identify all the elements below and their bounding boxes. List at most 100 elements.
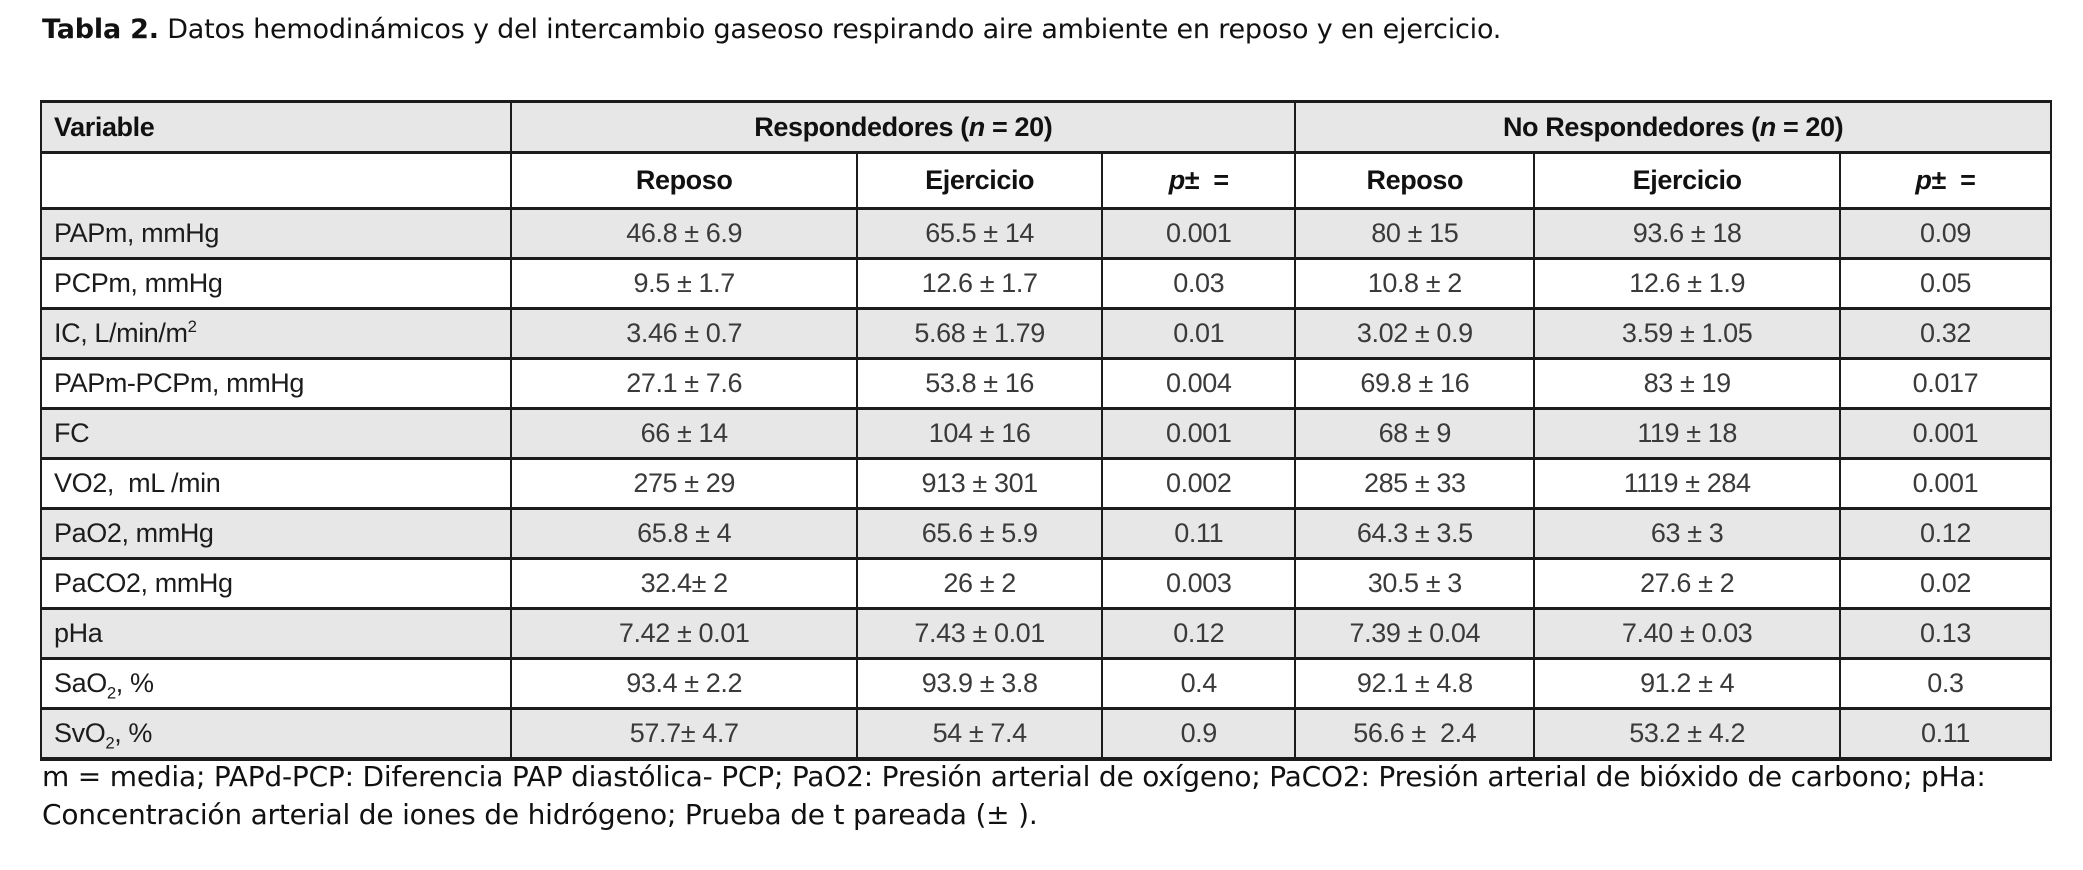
table-cell: 913 ± 301 xyxy=(856,457,1104,510)
table-cell: 0.003 xyxy=(1101,557,1297,610)
table-cell: 0.3 xyxy=(1838,657,2053,710)
col-group-respondedores: Respondedores (n = 20) xyxy=(510,100,1297,154)
table-cell: 56.6 ± 2.4 xyxy=(1294,707,1536,761)
table-cell: 27.1 ± 7.6 xyxy=(510,357,859,410)
row-label: PAPm-PCPm, mmHg xyxy=(39,357,513,410)
table-cell: 3.46 ± 0.7 xyxy=(510,307,859,360)
table-row-sao2: SaO2, % 93.4 ± 2.2 93.9 ± 3.8 0.4 92.1 ±… xyxy=(39,657,2053,710)
table-cell: 63 ± 3 xyxy=(1533,507,1841,560)
table-cell: 92.1 ± 4.8 xyxy=(1294,657,1536,710)
row-label: FC xyxy=(39,407,513,460)
table-cell: 66 ± 14 xyxy=(510,407,859,460)
table-cell: 0.05 xyxy=(1838,257,2053,310)
table-cell: 0.001 xyxy=(1101,407,1297,460)
table-row-ic: IC, L/min/m2 3.46 ± 0.7 5.68 ± 1.79 0.01… xyxy=(39,307,2053,360)
table-caption-number: Tabla 2. xyxy=(42,14,159,45)
table-footnote: m = media; PAPd-PCP: Diferencia PAP dias… xyxy=(42,760,1986,831)
table-cell: 0.12 xyxy=(1838,507,2053,560)
table-cell: 3.59 ± 1.05 xyxy=(1533,307,1841,360)
table-cell: 0.001 xyxy=(1838,457,2053,510)
table-row-pcpm: PCPm, mmHg 9.5 ± 1.7 12.6 ± 1.7 0.03 10.… xyxy=(39,257,2053,310)
col-group-no-respondedores: No Respondedores (n = 20) xyxy=(1294,100,2052,154)
col-header-reposo-resp: Reposo xyxy=(510,151,859,210)
table-cell: 69.8 ± 16 xyxy=(1294,357,1536,410)
table-cell: 275 ± 29 xyxy=(510,457,859,510)
row-label: SvO2, % xyxy=(39,707,513,761)
table-row-papm: PAPm, mmHg 46.8 ± 6.9 65.5 ± 14 0.001 80… xyxy=(39,207,2053,260)
table-cell: 0.11 xyxy=(1838,707,2053,761)
table-cell: 104 ± 16 xyxy=(856,407,1104,460)
table-cell: 46.8 ± 6.9 xyxy=(510,207,859,260)
row-label: PCPm, mmHg xyxy=(39,257,513,310)
table-cell: 68 ± 9 xyxy=(1294,407,1536,460)
table-cell: 93.4 ± 2.2 xyxy=(510,657,859,710)
table-cell: 0.12 xyxy=(1101,607,1297,660)
table-cell: 65.8 ± 4 xyxy=(510,507,859,560)
col-header-p-resp: p± = xyxy=(1101,151,1297,210)
row-label: PaO2, mmHg xyxy=(39,507,513,560)
table-cell: 0.004 xyxy=(1101,357,1297,410)
col-header-ejercicio-resp: Ejercicio xyxy=(856,151,1104,210)
table-cell: 91.2 ± 4 xyxy=(1533,657,1841,710)
header-sub-row: Reposo Ejercicio p± = Reposo Ejercicio p… xyxy=(39,151,2053,210)
table-cell: 285 ± 33 xyxy=(1294,457,1536,510)
table-cell: 80 ± 15 xyxy=(1294,207,1536,260)
table-cell: 3.02 ± 0.9 xyxy=(1294,307,1536,360)
table-cell: 0.02 xyxy=(1838,557,2053,610)
table-cell: 57.7± 4.7 xyxy=(510,707,859,761)
row-label: PAPm, mmHg xyxy=(39,207,513,260)
table-row-vo2: VO2, mL /min 275 ± 29 913 ± 301 0.002 28… xyxy=(39,457,2053,510)
table-caption-text: Datos hemodinámicos y del intercambio ga… xyxy=(158,14,1502,45)
table-cell: 7.43 ± 0.01 xyxy=(856,607,1104,660)
table-cell: 0.03 xyxy=(1101,257,1297,310)
table-cell: 30.5 ± 3 xyxy=(1294,557,1536,610)
row-label: PaCO2, mmHg xyxy=(39,557,513,610)
table-cell: 5.68 ± 1.79 xyxy=(856,307,1104,360)
table-caption: Tabla 2. Datos hemodinámicos y del inter… xyxy=(42,14,2032,45)
header-group-row: Variable Respondedores (n = 20) No Respo… xyxy=(39,100,2052,154)
col-header-ejercicio-noresp: Ejercicio xyxy=(1533,151,1841,210)
table-cell: 65.6 ± 5.9 xyxy=(856,507,1104,560)
table-cell: 53.8 ± 16 xyxy=(856,357,1104,410)
table-cell: 27.6 ± 2 xyxy=(1533,557,1841,610)
table-cell: 0.9 xyxy=(1101,707,1297,761)
table-cell: 26 ± 2 xyxy=(856,557,1104,610)
table-cell: 64.3 ± 3.5 xyxy=(1294,507,1536,560)
table-row-pha: pHa 7.42 ± 0.01 7.43 ± 0.01 0.12 7.39 ± … xyxy=(39,607,2053,660)
table-cell: 0.11 xyxy=(1101,507,1297,560)
table-row-fc: FC 66 ± 14 104 ± 16 0.001 68 ± 9 119 ± 1… xyxy=(39,407,2053,460)
table-cell: 54 ± 7.4 xyxy=(856,707,1104,761)
table-cell: 9.5 ± 1.7 xyxy=(510,257,859,310)
table-cell: 119 ± 18 xyxy=(1533,407,1841,460)
table-cell: 53.2 ± 4.2 xyxy=(1533,707,1841,761)
table-cell: 0.4 xyxy=(1101,657,1297,710)
table-row-svo2: SvO2, % 57.7± 4.7 54 ± 7.4 0.9 56.6 ± 2.… xyxy=(39,707,2053,761)
table-cell: 0.32 xyxy=(1838,307,2053,360)
col-header-reposo-noresp: Reposo xyxy=(1294,151,1536,210)
table-cell: 83 ± 19 xyxy=(1533,357,1841,410)
table-cell: 0.017 xyxy=(1838,357,2053,410)
row-label: VO2, mL /min xyxy=(39,457,513,510)
table-row-pao2: PaO2, mmHg 65.8 ± 4 65.6 ± 5.9 0.11 64.3… xyxy=(39,507,2053,560)
table-cell: 10.8 ± 2 xyxy=(1294,257,1536,310)
table-cell: 0.002 xyxy=(1101,457,1297,510)
row-label: SaO2, % xyxy=(39,657,513,710)
hemodynamic-data-table: Variable Respondedores (n = 20) No Respo… xyxy=(39,100,2053,761)
table-cell: 65.5 ± 14 xyxy=(856,207,1104,260)
col-header-empty xyxy=(39,151,513,210)
table-cell: 7.39 ± 0.04 xyxy=(1294,607,1536,660)
row-label: pHa xyxy=(39,607,513,660)
row-label: IC, L/min/m2 xyxy=(39,307,513,360)
table-cell: 12.6 ± 1.9 xyxy=(1533,257,1841,310)
table-cell: 7.42 ± 0.01 xyxy=(510,607,859,660)
table-cell: 1119 ± 284 xyxy=(1533,457,1841,510)
col-header-variable: Variable xyxy=(39,100,513,154)
table-cell: 32.4± 2 xyxy=(510,557,859,610)
table-cell: 93.9 ± 3.8 xyxy=(856,657,1104,710)
table-cell: 0.01 xyxy=(1101,307,1297,360)
table-row-paco2: PaCO2, mmHg 32.4± 2 26 ± 2 0.003 30.5 ± … xyxy=(39,557,2053,610)
table-row-papm-pcpm: PAPm-PCPm, mmHg 27.1 ± 7.6 53.8 ± 16 0.0… xyxy=(39,357,2053,410)
table-cell: 0.13 xyxy=(1838,607,2053,660)
table-cell: 12.6 ± 1.7 xyxy=(856,257,1104,310)
col-header-p-noresp: p± = xyxy=(1838,151,2053,210)
